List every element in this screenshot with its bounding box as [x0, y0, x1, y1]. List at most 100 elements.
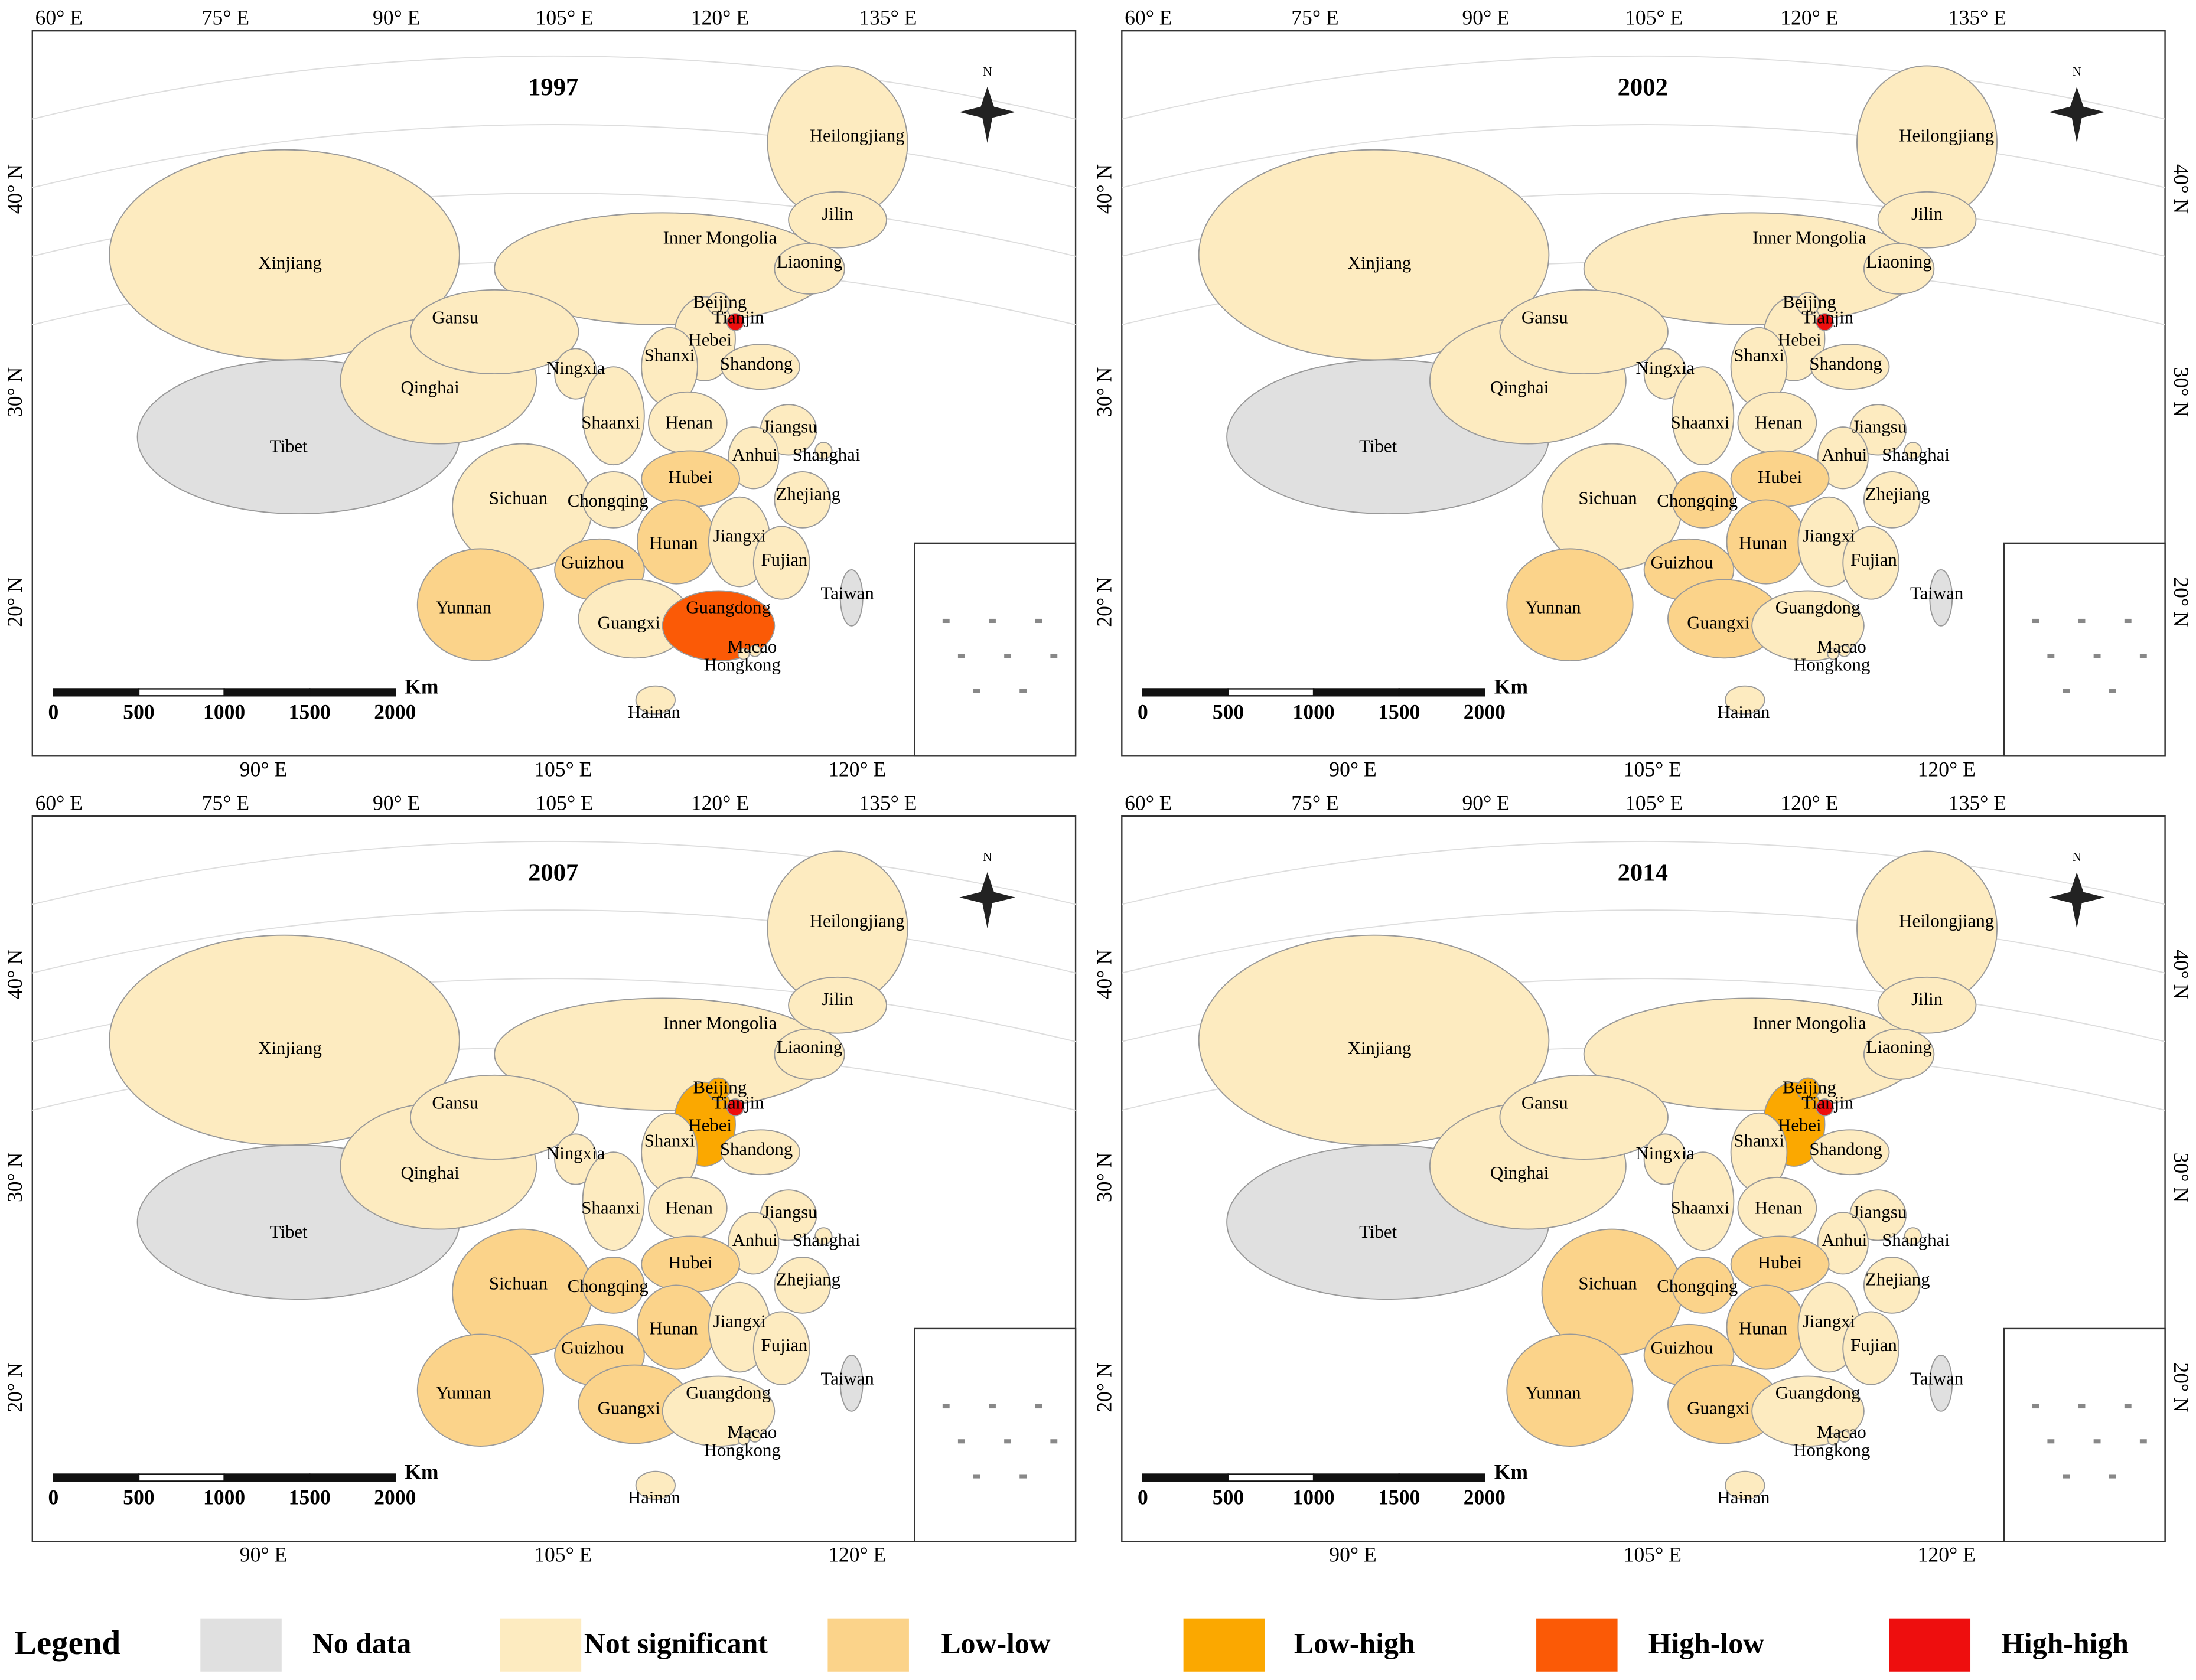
province-label: Tibet [1359, 1222, 1397, 1242]
province-label: Shaanxi [581, 412, 640, 432]
province [752, 1311, 810, 1385]
province [1725, 1470, 1765, 1500]
province [1842, 1311, 1900, 1385]
province [748, 1430, 761, 1443]
province [1827, 1433, 1840, 1446]
lon-label: 120° E [1918, 757, 1976, 781]
scale-tick-label: 0 [1138, 1485, 1148, 1509]
scale-tick-label: 1000 [203, 700, 245, 723]
legend-label: No data [312, 1627, 411, 1660]
province [1838, 1430, 1851, 1443]
province [1643, 1133, 1687, 1185]
province-label: Ningxia [1636, 358, 1695, 378]
inset-frame [2003, 1327, 2166, 1542]
north-arrow [2048, 872, 2105, 928]
graticule-line [32, 909, 1076, 974]
province [737, 1433, 750, 1446]
inset-island [942, 618, 950, 624]
map-year: 1997 [528, 74, 578, 102]
scale-tick-label: 0 [1138, 700, 1148, 723]
scale-tick-label: 1500 [289, 1485, 331, 1509]
province-label: Yunnan [1525, 1382, 1581, 1402]
province-label: Chongqing [568, 491, 649, 511]
inset-island [1019, 1474, 1027, 1479]
province [1725, 685, 1765, 715]
province [1643, 348, 1687, 400]
inset-island [2109, 689, 2116, 693]
lon-label: 90° E [1462, 5, 1510, 29]
province-label: Hubei [668, 467, 712, 487]
legend-swatch [1183, 1618, 1265, 1672]
province [582, 471, 645, 529]
inset-island [1019, 689, 1027, 693]
lat-label: 20° N [3, 577, 27, 627]
province [814, 442, 833, 460]
lon-label: 120° E [691, 791, 749, 814]
lon-label: 60° E [1125, 5, 1172, 29]
province-label: Gansu [432, 308, 478, 328]
province-label: Hebei [1778, 1115, 1822, 1136]
province-label: Macao [1817, 1422, 1866, 1442]
province-label: Chongqing [1657, 491, 1738, 511]
province-label: Henan [1755, 1198, 1802, 1218]
legend-swatch [500, 1618, 582, 1672]
lon-label: 105° E [1625, 5, 1683, 29]
province [726, 313, 745, 331]
lon-label: 105° E [534, 757, 592, 781]
province [582, 1151, 645, 1251]
scale-bar-segment [53, 1473, 140, 1482]
province [554, 1133, 598, 1185]
inset-island [1035, 618, 1042, 624]
province-label: Tianjin [712, 308, 764, 328]
province-label: Shaanxi [1671, 412, 1729, 432]
legend-label: Not significant [584, 1627, 768, 1660]
lon-label: 60° E [1125, 791, 1172, 814]
province-label: Shanghai [793, 1230, 861, 1250]
lon-label: 105° E [1624, 1543, 1682, 1567]
province [1877, 976, 1977, 1034]
inset-island [2063, 1474, 2070, 1479]
province-label: Guangdong [686, 1382, 771, 1402]
province [1506, 1333, 1634, 1447]
province-label: Hubei [668, 1252, 712, 1273]
province [788, 191, 887, 249]
scale-bar-segment [1142, 688, 1229, 697]
lon-label: 90° E [1329, 757, 1376, 781]
province-label: Xinjiang [1348, 1038, 1412, 1058]
province-label: Liaoning [1866, 252, 1931, 272]
scale-tick-label: 1500 [289, 700, 331, 723]
scale-unit: Km [1494, 1460, 1528, 1484]
scale-tick-label: 1000 [1293, 700, 1335, 723]
province-label: Shanxi [1734, 1131, 1784, 1151]
province-label: Guangxi [598, 612, 660, 632]
province [728, 426, 780, 490]
lat-label: 40° N [1092, 950, 1116, 999]
province-label: Heilongjiang [1899, 125, 1994, 145]
province [662, 1375, 776, 1447]
province-label: Tianjin [1801, 308, 1853, 328]
lon-label: 75° E [202, 5, 249, 29]
scale-bar-segment [1227, 688, 1315, 697]
province-label: Jilin [822, 989, 853, 1009]
province-label: Shandong [1809, 354, 1882, 374]
lon-label: 105° E [1624, 757, 1682, 781]
province-label: Tibet [270, 436, 308, 456]
province-label: Hainan [1717, 702, 1770, 722]
province [1863, 1257, 1921, 1314]
province-label: Jiangsu [763, 417, 817, 437]
province [1796, 1077, 1820, 1101]
province-label: Zhejiang [1865, 484, 1930, 504]
province-label: Hainan [628, 702, 680, 722]
scale-bar-segment [223, 1473, 311, 1482]
north-arrow [2048, 86, 2105, 143]
province-label: Zhejiang [1865, 1269, 1930, 1289]
province-label: Shandong [1809, 1139, 1882, 1159]
province [1499, 1074, 1669, 1160]
inset-island [2139, 1439, 2147, 1444]
province [774, 1257, 832, 1314]
province-label: Inner Mongolia [1752, 227, 1866, 247]
legend-label: Low-high [1294, 1627, 1415, 1660]
province [774, 471, 832, 529]
province-label: Inner Mongolia [1752, 1013, 1866, 1033]
province-label: Taiwan [820, 583, 874, 604]
